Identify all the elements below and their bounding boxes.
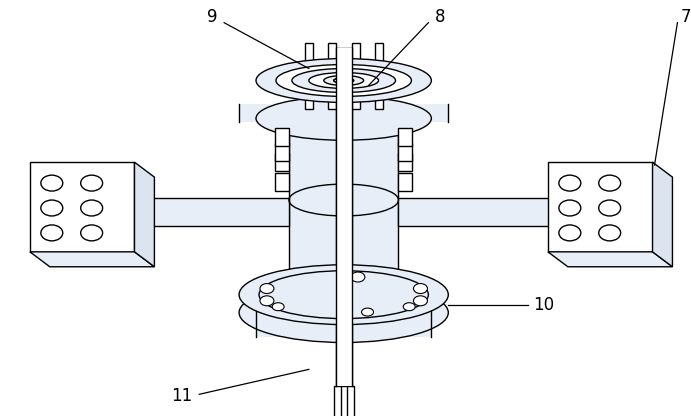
Polygon shape — [652, 162, 672, 267]
Text: 10: 10 — [533, 296, 554, 314]
Bar — [399, 173, 413, 191]
Ellipse shape — [81, 225, 102, 241]
Ellipse shape — [413, 296, 428, 306]
Bar — [347, 386, 354, 417]
Polygon shape — [239, 104, 448, 122]
Text: 8: 8 — [435, 8, 446, 26]
Ellipse shape — [260, 296, 274, 306]
Ellipse shape — [239, 283, 448, 342]
Text: 7: 7 — [681, 8, 691, 26]
Bar — [30, 162, 135, 252]
Bar — [328, 43, 336, 109]
Ellipse shape — [81, 200, 102, 216]
Bar — [275, 173, 289, 191]
Bar — [275, 143, 289, 161]
Bar — [129, 198, 289, 226]
Ellipse shape — [41, 175, 63, 191]
Polygon shape — [548, 252, 672, 267]
Ellipse shape — [334, 78, 354, 83]
Ellipse shape — [559, 225, 581, 241]
Bar — [399, 128, 413, 146]
Bar — [399, 143, 413, 161]
Ellipse shape — [559, 175, 581, 191]
Text: 9: 9 — [207, 8, 217, 26]
Ellipse shape — [41, 200, 63, 216]
Bar — [275, 153, 289, 171]
Bar — [548, 162, 652, 252]
Ellipse shape — [309, 73, 379, 88]
Bar — [352, 43, 359, 109]
Polygon shape — [135, 162, 154, 267]
Ellipse shape — [598, 225, 621, 241]
Ellipse shape — [289, 274, 399, 306]
Ellipse shape — [598, 175, 621, 191]
Ellipse shape — [239, 265, 448, 324]
Bar — [334, 386, 341, 417]
Bar — [399, 153, 413, 171]
Bar — [336, 48, 352, 386]
Polygon shape — [289, 127, 399, 299]
Ellipse shape — [276, 65, 411, 96]
Ellipse shape — [81, 175, 102, 191]
Ellipse shape — [334, 78, 354, 83]
Ellipse shape — [260, 284, 274, 294]
Ellipse shape — [272, 303, 284, 311]
Text: 11: 11 — [171, 387, 192, 405]
Ellipse shape — [559, 200, 581, 216]
Ellipse shape — [256, 96, 431, 140]
Ellipse shape — [361, 308, 374, 316]
Polygon shape — [256, 299, 431, 337]
Ellipse shape — [598, 200, 621, 216]
Bar — [375, 43, 383, 109]
Bar — [305, 43, 313, 109]
Bar — [399, 198, 553, 226]
Ellipse shape — [404, 303, 415, 311]
Ellipse shape — [292, 68, 395, 93]
Ellipse shape — [256, 58, 431, 103]
Ellipse shape — [324, 75, 363, 85]
Ellipse shape — [41, 225, 63, 241]
Bar — [275, 128, 289, 146]
Polygon shape — [30, 252, 154, 267]
Bar — [336, 48, 352, 386]
Ellipse shape — [351, 272, 365, 282]
Ellipse shape — [413, 284, 428, 294]
